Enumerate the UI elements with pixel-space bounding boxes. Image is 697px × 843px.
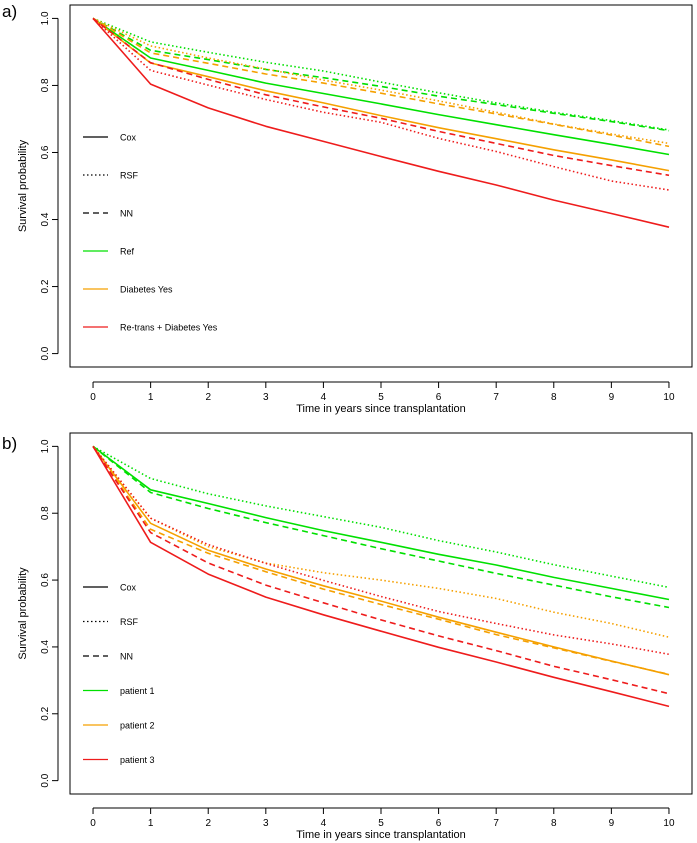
series-line-1-5 [92,445,670,676]
series-line-1-0 [92,445,670,601]
x-tick-label: 0 [90,818,96,829]
x-tick-label: 5 [378,392,384,403]
plot-frame [69,4,693,368]
x-tick-label: 10 [663,392,675,403]
legend-label: NN [120,652,133,662]
series-line-1-3 [92,445,670,676]
x-tick-label: 5 [378,818,384,829]
y-axis-label: Survival probability [17,567,29,660]
legend-label: Cox [120,583,137,593]
x-tick-label: 2 [205,818,211,829]
x-tick-label: 9 [609,818,615,829]
x-tick-label: 7 [493,818,499,829]
x-tick-label: 1 [148,392,154,403]
legend-label: Cox [120,133,137,143]
series-line-0-0 [92,17,670,156]
y-tick-label: 0.6 [40,145,51,159]
x-tick-label: 2 [205,392,211,403]
panel-b-label: b) [2,434,18,453]
x-tick-label: 7 [493,392,499,403]
y-axis-label: Survival probability [17,139,29,232]
chart-panel-1: 0 1 2 3 4 5 6 7 8 9 10 Time in years since transpla… [17,432,693,841]
x-tick-label: 8 [551,818,557,829]
y-tick-label: 1.0 [40,11,51,25]
series-line-1-2 [92,445,670,609]
series-line-0-8 [92,17,670,177]
x-tick-label: 8 [551,392,557,403]
x-axis-label: Time in years since transplantation [296,829,466,841]
y-tick-label: 0.0 [40,346,51,360]
series-line-1-4 [92,445,670,638]
x-tick-label: 4 [321,818,327,829]
legend-label: RSF [120,617,139,627]
legend-label: Diabetes Yes [120,285,173,295]
y-tick-label: 0.0 [40,773,51,787]
series-line-1-6 [92,445,670,708]
series-line-1-8 [92,445,670,695]
series-line-0-7 [92,17,670,191]
legend-label: RSF [120,171,139,181]
series-line-0-2 [92,17,670,132]
series-line-1-1 [92,445,670,589]
x-tick-label: 10 [663,818,675,829]
x-tick-label: 3 [263,392,269,403]
series-line-0-6 [92,17,670,228]
series-line-0-5 [92,17,670,148]
plot-frame [69,432,693,795]
series-line-0-4 [92,17,670,145]
y-tick-label: 0.2 [40,706,51,720]
legend-label: Ref [120,247,135,257]
x-tick-label: 6 [436,392,442,403]
y-tick-label: 0.6 [40,573,51,587]
legend-label: patient 2 [120,721,155,731]
x-tick-label: 1 [148,818,154,829]
legend-label: patient 3 [120,755,155,765]
legend-label: patient 1 [120,686,155,696]
x-axis-label: Time in years since transplantation [296,403,466,415]
x-tick-label: 4 [321,392,327,403]
y-tick-label: 0.8 [40,506,51,520]
chart-panel-0: 0 1 2 3 4 5 6 7 8 9 10 Time in years since transpla… [17,4,693,415]
x-tick-label: 6 [436,818,442,829]
series-line-0-3 [92,17,670,172]
y-tick-label: 0.2 [40,279,51,293]
y-tick-label: 0.8 [40,78,51,92]
x-tick-label: 9 [609,392,615,403]
y-tick-label: 1.0 [40,439,51,453]
panel-a-label: a) [2,2,18,21]
legend-label: Re-trans + Diabetes Yes [120,323,218,333]
x-tick-label: 0 [90,392,96,403]
y-tick-label: 0.4 [40,640,51,654]
x-tick-label: 3 [263,818,269,829]
y-tick-label: 0.4 [40,212,51,226]
series-line-1-7 [92,445,670,656]
legend-label: NN [120,209,133,219]
series-line-0-1 [92,17,670,131]
